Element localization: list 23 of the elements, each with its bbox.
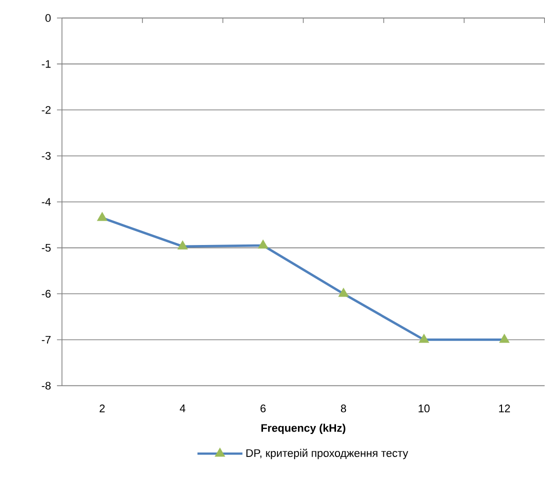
y-tick-label: -2 (42, 106, 51, 114)
point (177, 240, 188, 250)
y-tick-label: -5 (42, 244, 51, 252)
x-tick-label: 4 (180, 404, 186, 412)
legend-label: DP, критерій проходження тесту (246, 448, 408, 460)
point (418, 334, 430, 343)
point (338, 288, 349, 298)
y-tick-label: 0 (45, 14, 51, 22)
point (499, 334, 510, 343)
x-tick-label: 10 (418, 404, 430, 412)
y-tick-label: -7 (42, 336, 51, 344)
y-tick-label: -4 (42, 198, 51, 206)
point (258, 240, 268, 249)
y-tick-label: -1 (42, 60, 51, 68)
y-tick-label: -8 (42, 382, 51, 390)
point (96, 212, 108, 222)
x-tick-label: 8 (340, 404, 346, 412)
y-tick-label: -3 (42, 152, 51, 160)
x-axis-title: Frequency (kHz) (261, 424, 346, 434)
y-tick-label: -6 (42, 290, 51, 298)
x-tick-label: 12 (499, 404, 510, 412)
x-tick-label: 2 (100, 404, 105, 412)
x-tick-label: 6 (260, 404, 266, 412)
